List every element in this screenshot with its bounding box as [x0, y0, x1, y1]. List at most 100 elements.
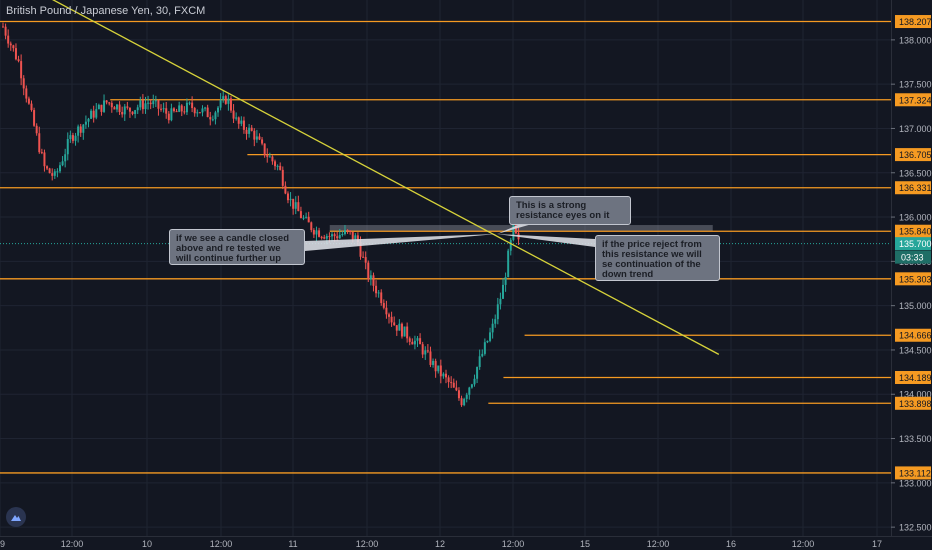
candle-body [426, 350, 429, 352]
note-pointers [305, 224, 595, 251]
candle-body [191, 102, 194, 109]
candle-body [447, 377, 450, 383]
level-price-tag [895, 396, 931, 410]
candle-body [17, 59, 20, 62]
candle-body [110, 102, 113, 108]
candle-body [175, 111, 178, 113]
bar-countdown: 03:33 [901, 253, 924, 263]
price-axis[interactable]: 138.000137.500137.000136.500136.000135.5… [891, 0, 932, 550]
candle-body [315, 230, 318, 235]
candle-body [281, 169, 284, 186]
candle-body [240, 120, 243, 124]
candle-body [204, 107, 207, 109]
candle-body [413, 340, 416, 345]
candle-body [167, 113, 170, 121]
candle-body [141, 100, 144, 110]
pointer-breakout [305, 234, 497, 251]
time-tick-label: 16 [726, 539, 736, 549]
level-price-label: 138.207 [899, 17, 932, 27]
candle-body [419, 338, 422, 345]
candle-body [403, 326, 406, 337]
time-tick-label: 10 [142, 539, 152, 549]
candle-body [165, 108, 168, 114]
candle-body [2, 26, 4, 28]
candle-body [4, 26, 7, 36]
last-price-label: 135.700 [899, 239, 932, 249]
candle-body [375, 285, 378, 294]
candle-body [160, 108, 163, 110]
candle-body [74, 135, 77, 141]
candle-body [279, 165, 282, 170]
candle-body [318, 230, 321, 237]
candle-body [196, 112, 199, 114]
candle-body [380, 292, 383, 304]
candle-body [486, 340, 489, 343]
time-axis[interactable]: 9 12:00 10 12:00 11 12:00 12 12:00 15 12:00 16 12:0… [0, 536, 932, 550]
candle-body [27, 98, 30, 104]
candle-body [328, 235, 331, 237]
candle-body [242, 120, 245, 130]
candle-body [343, 229, 346, 235]
time-tick-label: 12:00 [502, 539, 525, 549]
tradingview-logo-icon[interactable] [6, 507, 26, 527]
price-tick-label: 133.500 [899, 434, 932, 444]
candle-body [157, 100, 160, 109]
candle-body [253, 130, 256, 140]
candle-body [476, 367, 479, 379]
candle-body [452, 382, 455, 388]
symbol-title: British Pound / Japanese Yen, 30, FXCM [6, 5, 206, 17]
time-tick-label: 15 [580, 539, 590, 549]
time-tick-label: 9 [0, 539, 5, 549]
time-tick-label: 11 [288, 539, 297, 549]
candle-body [460, 398, 463, 406]
candle-body [432, 360, 435, 365]
time-tick-label: 12:00 [61, 539, 84, 549]
price-tick-label: 136.500 [899, 168, 932, 178]
note-breakout-scenario[interactable]: if we see a candle closed above and re t… [169, 229, 305, 265]
candle-body [369, 275, 372, 280]
candle-body [483, 342, 486, 354]
candle-body [214, 112, 217, 120]
pointer-strong-resistance [497, 224, 532, 234]
candle-body [25, 88, 28, 99]
candle-body [152, 101, 155, 105]
candle-body [14, 48, 17, 60]
candle-body [79, 126, 82, 133]
mountain-icon [11, 515, 21, 521]
candle-body [149, 102, 152, 105]
candle-body [219, 99, 222, 108]
candle-body [139, 100, 142, 108]
candle-body [336, 236, 339, 239]
price-tick-label: 132.500 [899, 523, 932, 533]
candle-body [478, 356, 481, 368]
candle-body [408, 338, 411, 342]
price-tick-label: 136.000 [899, 213, 932, 223]
candle-body [95, 109, 98, 118]
candle-body [292, 198, 295, 209]
candle-body [255, 136, 258, 140]
countdown-tag [895, 250, 931, 264]
candle-body [35, 125, 38, 134]
candle-body [154, 100, 157, 102]
trend-line[interactable] [37, 0, 720, 355]
candle-body [284, 185, 287, 194]
candle-body [162, 108, 165, 110]
note-rejection-scenario[interactable]: if the price reject from this resistance… [595, 235, 720, 281]
candle-body [188, 102, 191, 104]
candle-body [406, 326, 409, 339]
candle-body [178, 105, 181, 112]
candle-body [362, 256, 365, 258]
candle-body [514, 225, 517, 234]
level-price-label: 135.840 [899, 227, 932, 237]
candle-body [341, 234, 344, 236]
candle-body [90, 110, 93, 119]
candle-body [53, 171, 56, 176]
candle-body [248, 127, 251, 134]
candle-body [147, 102, 150, 104]
candle-body [276, 165, 279, 167]
candle-body [43, 152, 46, 167]
candle-body [20, 61, 23, 79]
note-strong-resistance[interactable]: This is a strong resistance eyes on it [509, 196, 631, 225]
candle-body [367, 262, 370, 280]
